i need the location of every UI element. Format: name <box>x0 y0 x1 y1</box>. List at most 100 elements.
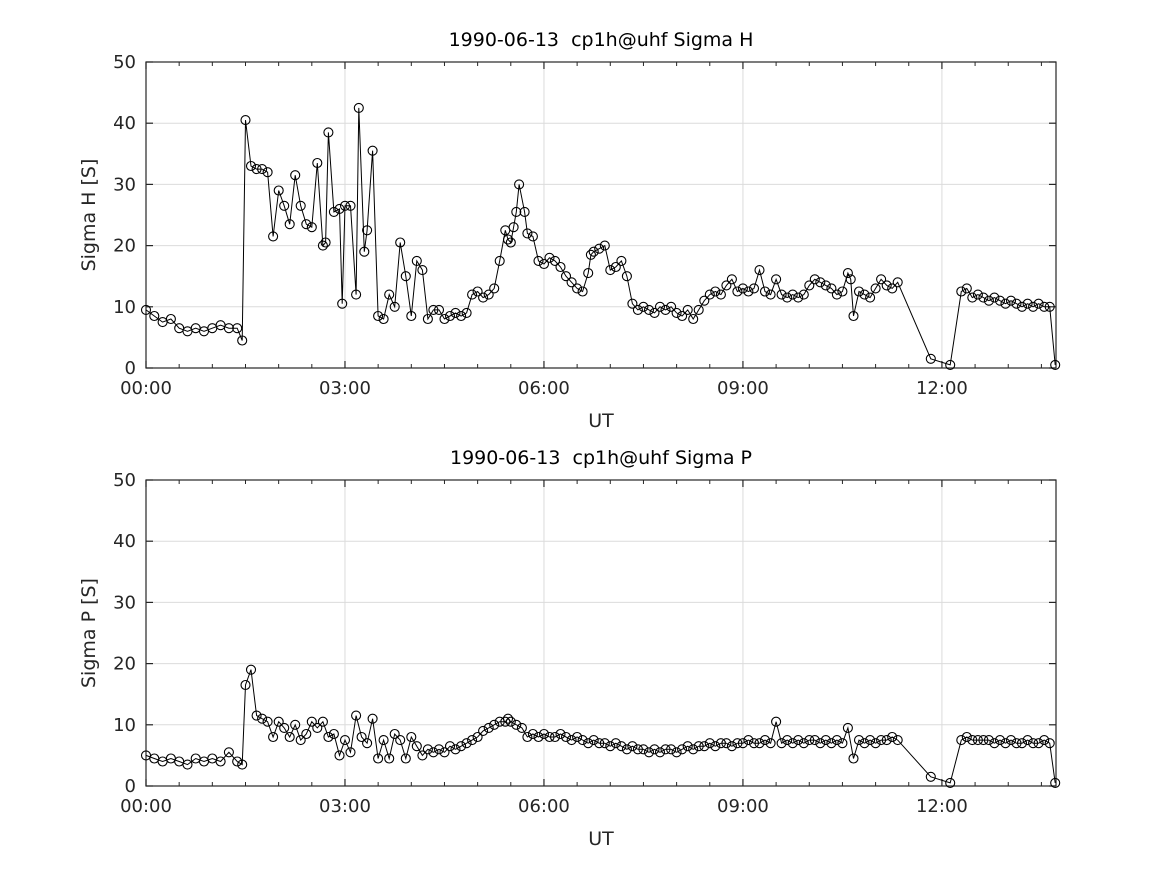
x-tick-label: 06:00 <box>518 796 570 817</box>
data-point-marker <box>956 286 967 297</box>
data-point-marker <box>362 738 373 749</box>
data-point-marker <box>743 735 754 746</box>
data-point-marker <box>1050 777 1061 788</box>
data-point-marker <box>925 771 936 782</box>
data-point-marker <box>848 310 859 322</box>
data-point-marker <box>251 710 262 721</box>
data-point-marker <box>677 744 688 755</box>
axes <box>145 61 1057 369</box>
data-point-marker <box>983 295 994 306</box>
data-point-marker <box>323 731 334 743</box>
data-line <box>145 669 1056 784</box>
data-point-marker <box>892 735 903 746</box>
data-point-marker <box>693 741 704 752</box>
data-line <box>145 107 1056 366</box>
data-point-marker <box>577 735 588 746</box>
data-point-marker <box>1050 359 1061 370</box>
data-point-marker <box>433 304 445 315</box>
data-point-marker <box>328 728 339 740</box>
data-point-marker <box>400 753 411 764</box>
data-point-marker <box>776 289 787 300</box>
data-point-marker <box>710 286 721 297</box>
data-point-marker <box>514 179 525 190</box>
data-point-marker <box>765 738 776 749</box>
data-point-marker <box>328 206 339 217</box>
plot-title-sigma-h: 1990-06-13 cp1h@uhf Sigma H <box>449 29 754 51</box>
data-point-marker <box>257 164 268 175</box>
x-tick-label: 09:00 <box>717 796 769 817</box>
data-point-marker <box>881 735 892 746</box>
data-point-marker <box>544 252 555 263</box>
plot-title-sigma-p: 1990-06-13 cp1h@uhf Sigma P <box>450 447 752 469</box>
data-point-marker <box>522 228 533 239</box>
data-point-marker <box>306 716 317 727</box>
data-point-marker <box>754 265 765 276</box>
data-point-marker <box>1028 738 1039 749</box>
data-point-marker <box>798 738 809 749</box>
data-point-marker <box>367 145 378 156</box>
data-point-marker <box>654 747 666 758</box>
data-point-marker <box>334 750 345 761</box>
data-point-marker <box>478 292 489 303</box>
data-point-marker <box>395 735 406 746</box>
data-point-marker <box>483 722 494 733</box>
data-series <box>140 664 1061 788</box>
data-point-marker <box>337 298 348 309</box>
data-point-marker <box>444 310 456 322</box>
data-point-marker <box>215 756 226 767</box>
data-point-marker <box>1005 735 1017 746</box>
data-point-marker <box>726 274 737 285</box>
data-point-marker <box>223 323 234 334</box>
data-point-marker <box>837 738 848 749</box>
data-point-marker <box>566 735 577 746</box>
data-point-marker <box>273 716 284 727</box>
data-point-marker <box>351 289 362 300</box>
y-tick-label: 0 <box>125 776 136 797</box>
data-point-marker <box>389 301 400 312</box>
data-point-marker <box>605 265 616 276</box>
data-point-marker <box>317 716 328 727</box>
data-point-marker <box>809 274 820 285</box>
data-point-marker <box>643 747 655 758</box>
data-point-marker <box>450 307 461 318</box>
data-point-marker <box>649 307 660 318</box>
data-point-marker <box>594 738 605 749</box>
data-point-marker <box>1011 738 1022 749</box>
data-point-marker <box>972 289 983 300</box>
data-point-marker <box>472 286 483 297</box>
y-tick-label: 30 <box>113 174 136 195</box>
data-point-marker <box>538 258 550 270</box>
x-tick-label: 03:00 <box>319 796 371 817</box>
data-point-marker <box>961 283 972 294</box>
data-point-marker <box>566 277 577 288</box>
y-tick-label: 20 <box>113 236 136 257</box>
data-point-marker <box>406 310 417 322</box>
data-point-marker <box>989 738 1000 749</box>
data-point-marker <box>1033 738 1044 749</box>
data-point-marker <box>140 304 152 315</box>
data-point-marker <box>245 160 257 172</box>
x-tick-label: 06:00 <box>518 378 570 399</box>
data-point-marker <box>384 289 395 300</box>
data-point-marker <box>585 249 596 260</box>
data-point-marker <box>627 298 638 309</box>
data-point-marker <box>373 310 384 322</box>
tick-labels: 00:00 03:00 06:00 09:00 12:00 0 10 20 30 40 50 <box>113 470 968 817</box>
data-point-marker <box>627 741 638 752</box>
data-point-marker <box>500 716 511 727</box>
data-point-marker <box>334 203 345 214</box>
data-point-marker <box>881 280 892 291</box>
data-point-marker <box>339 200 351 211</box>
data-point-marker <box>232 756 243 767</box>
data-point-marker <box>290 170 301 181</box>
data-point-marker <box>831 735 842 746</box>
y-tick-label: 40 <box>113 531 136 552</box>
data-point-marker <box>945 777 956 788</box>
data-point-marker <box>815 277 826 288</box>
data-point-marker <box>273 185 284 196</box>
x-axis-label-ut-top: UT <box>588 410 614 432</box>
sigma-p-plot: 00:00 03:00 06:00 09:00 12:00 0 10 20 30 40 50 199… <box>78 447 1061 850</box>
data-point-marker <box>306 222 317 233</box>
